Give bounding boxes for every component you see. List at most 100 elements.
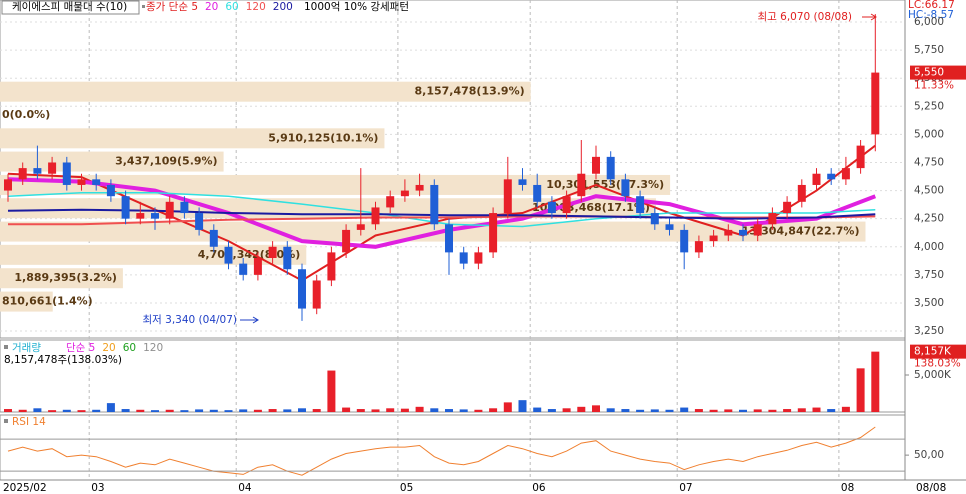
candle-body [518,179,527,185]
last-volume-box [910,344,966,359]
price-change: 11.33% [914,80,954,92]
volume-profile-bar [0,128,385,149]
candle-body [680,229,689,253]
volume-bar [709,409,718,412]
volume-profile-label: 1,889,395(3.2%) [14,271,117,284]
candle-body [577,173,586,197]
legend-entry: 20 [102,342,115,354]
candle-body [430,184,439,225]
last-volume: 8,157K [914,346,952,358]
volume-profile-label: 13,304,847(22.7%) [742,225,860,238]
volume-bar [856,368,865,412]
volume-bar [459,409,468,412]
candle-body [709,235,718,242]
last-price: 5,550 [914,67,944,79]
volume-profile-bar [0,174,671,195]
header-title: 케이에스피 매물대 수(10) [12,1,127,13]
candle-body [62,162,71,185]
x-tick-label: 08 [841,482,854,494]
candle-body [386,196,395,208]
y-tick-label: 3,750 [914,269,944,281]
y-tick-label: 5,750 [914,44,944,56]
candle-body [400,190,409,197]
y-tick-label: 3,250 [914,325,944,337]
candle-body [77,179,86,185]
volume-info: 8,157,478주(138.03%) [4,354,122,366]
candle-body [195,213,204,230]
last-price-box [910,65,966,80]
legend-swatch [4,345,8,349]
x-tick-label: 07 [679,482,692,494]
volume-profile-bar [0,268,123,289]
volume-bar [739,409,747,412]
legend-entry: 120 [246,1,266,13]
candle-body [533,184,542,202]
candle-body [342,229,351,253]
volume-bar [151,410,159,412]
volume-bar [400,408,409,412]
candle-body [797,184,806,202]
y-tick-label: 4,250 [914,213,944,225]
candle-body [283,246,292,270]
volume-bar [474,409,483,412]
volume-bar [797,408,806,412]
volume-profile-bar [0,291,53,312]
volume-bar [62,409,71,412]
candle-body [739,229,747,236]
volume-bar [106,403,115,412]
candle-body [768,213,777,225]
y-tick-label: 4,500 [914,185,944,197]
rsi-title: RSI 14 [12,416,46,428]
volume-bar [415,406,424,412]
volume-bar [518,400,527,412]
volume-bar [312,409,321,412]
legend-entry: 60 [123,342,136,354]
annotation: 최저 3,340 (04/07) [142,314,237,326]
y-tick-label: 4,000 [914,241,944,253]
header-box [1,0,140,15]
candle-body [151,213,159,219]
candle-body [209,229,218,247]
volume-bar [33,408,42,412]
candle-body [224,246,233,264]
volume-bar [371,409,380,412]
candle-body [415,184,424,191]
candle-body [547,201,556,214]
y-tick-label: 6,000 [914,16,944,28]
volume-bar [283,409,292,412]
candle-body [606,156,615,180]
candle-body [592,156,600,174]
candle-body [621,179,630,197]
y-tick-label: 5,000 [914,128,944,140]
candle-body [665,224,674,230]
x-tick-label: 05 [400,482,413,494]
volume-bar [386,408,395,412]
candle-body [327,252,336,281]
candle-body [371,207,380,225]
candle-body [136,213,145,219]
candle-body [48,162,57,174]
candle-body [312,280,321,309]
volume-bar [753,409,762,412]
candle-body [239,263,248,275]
x-tick-label: 03 [91,482,104,494]
candle-body [268,246,277,258]
candle-body [783,201,792,214]
legend-entry: 120 [143,342,163,354]
candle-body [489,213,498,253]
annotation: 최고 6,070 (08/08) [757,11,852,23]
volume-bar [489,408,498,412]
candle-body [4,179,12,191]
volume-bar [4,409,12,412]
candle-body [253,257,262,275]
candle-body [562,196,571,214]
candle-body [827,173,836,180]
volume-profile-label: 810,661(1.4%) [2,295,93,308]
y-tick-label: 5,250 [914,100,944,112]
lc: LC:66.17 [908,0,955,11]
volume-bar [636,409,645,412]
volume-bar [724,409,733,412]
volume-bar [606,408,615,412]
volume-profile-label: 8,157,478(13.9%) [414,85,524,98]
candle-body [180,201,189,214]
